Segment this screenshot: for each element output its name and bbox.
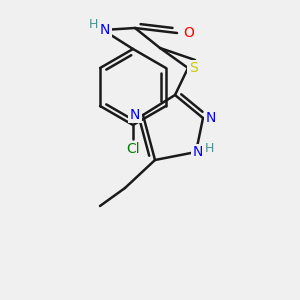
Text: S: S bbox=[189, 61, 197, 75]
Text: H: H bbox=[204, 142, 214, 154]
Text: N: N bbox=[193, 145, 203, 159]
Text: N: N bbox=[130, 108, 140, 122]
Text: O: O bbox=[184, 26, 194, 40]
Text: N: N bbox=[100, 23, 110, 37]
Text: N: N bbox=[206, 111, 216, 125]
Text: H: H bbox=[88, 19, 98, 32]
Text: Cl: Cl bbox=[126, 142, 140, 156]
